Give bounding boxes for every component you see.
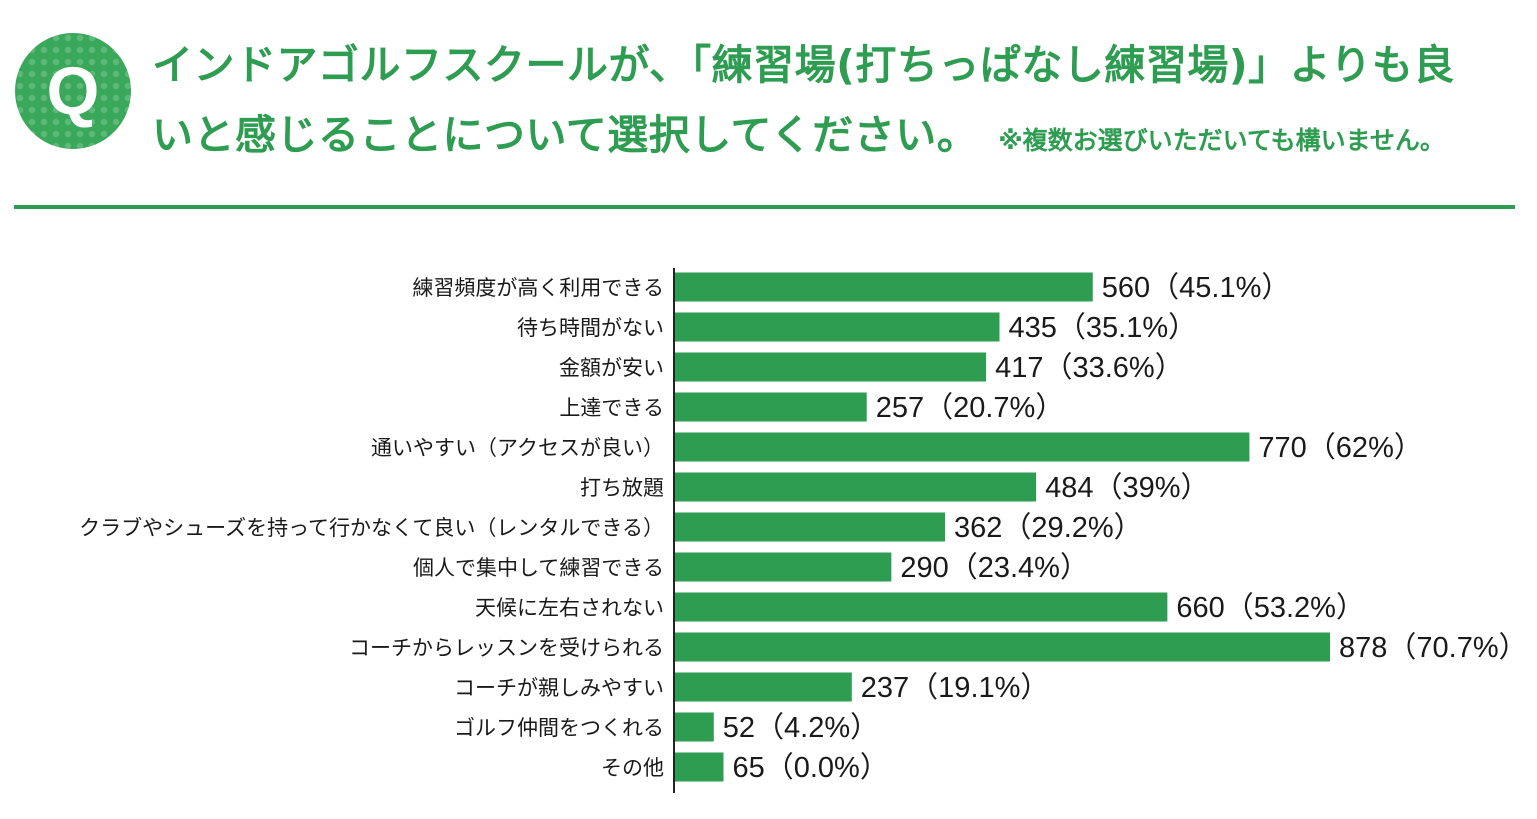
value-label: 560（45.1%）	[1102, 272, 1291, 304]
bar	[675, 632, 1330, 662]
value-label: 484（39%）	[1045, 472, 1209, 504]
category-label: その他	[601, 756, 664, 780]
category-label: 練習頻度が高く利用できる	[412, 276, 664, 300]
value-label: 362（29.2%）	[954, 512, 1143, 544]
bar	[675, 512, 946, 542]
header-divider	[14, 205, 1515, 209]
value-label: 878（70.7%）	[1339, 632, 1528, 664]
bar	[675, 712, 714, 742]
value-label: 290（23.4%）	[900, 552, 1089, 584]
bar	[675, 272, 1093, 302]
category-label: 個人で集中して練習できる	[413, 556, 664, 580]
category-label: コーチからレッスンを受けられる	[349, 636, 664, 660]
question-text: インドアゴルフスクールが、「練習場(打ちっぱなし練習場)」よりも良 いと感じるこ…	[152, 30, 1522, 176]
value-label: 65（0.0%）	[732, 752, 888, 784]
value-label: 435（35.1%）	[1009, 312, 1198, 344]
category-label: 通いやすい（アクセスが良い）	[371, 436, 664, 460]
question-note: ※複数お選びいただいても構いません。	[998, 126, 1445, 155]
question-line-2: いと感じることについて選択してください。 ※複数お選びいただいても構いません。	[152, 100, 1522, 176]
bar	[675, 392, 867, 422]
category-label: 上達できる	[559, 396, 664, 420]
bar	[675, 352, 987, 382]
bar	[675, 592, 1168, 622]
badge-letter: Q	[47, 53, 100, 129]
category-label: 天候に左右されない	[475, 596, 664, 620]
bar	[675, 752, 724, 782]
category-label: 待ち時間がない	[517, 316, 664, 340]
bar	[675, 312, 1000, 342]
value-label: 660（53.2%）	[1176, 592, 1365, 624]
category-label: 打ち放題	[580, 476, 664, 500]
category-label: クラブやシューズを持って行かなくて良い（レンタルできる）	[79, 516, 664, 540]
bar	[675, 472, 1037, 502]
question-line-2-text: いと感じることについて選択してください。	[152, 111, 979, 159]
bar	[675, 672, 852, 702]
value-label: 52（4.2%）	[723, 712, 879, 744]
category-label: ゴルフ仲間をつくれる	[454, 716, 664, 740]
bar-chart: 練習頻度が高く利用できる 560（45.1%） 待ち時間がない 435（35.1%） 金…	[79, 268, 1528, 793]
value-label: 237（19.1%）	[861, 672, 1050, 704]
question-line-1: インドアゴルフスクールが、「練習場(打ちっぱなし練習場)」よりも良	[152, 41, 1455, 89]
bar	[675, 552, 892, 582]
value-label: 257（20.7%）	[876, 392, 1065, 424]
question-badge: Q	[15, 33, 131, 149]
category-label: コーチが親しみやすい	[454, 676, 664, 700]
value-label: 417（33.6%）	[995, 352, 1184, 384]
bar	[675, 432, 1250, 462]
value-label: 770（62%）	[1258, 432, 1422, 464]
category-label: 金額が安い	[559, 356, 664, 380]
